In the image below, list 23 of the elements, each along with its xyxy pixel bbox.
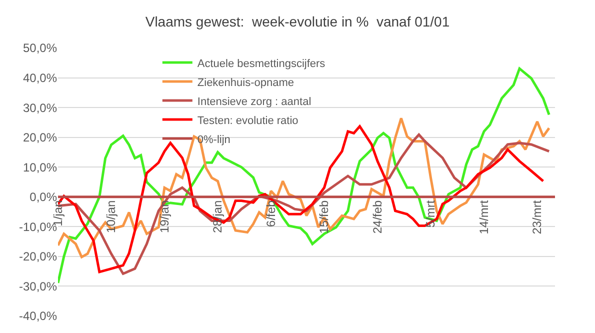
x-tick-label: 24/feb — [370, 200, 384, 234]
x-tick-label: 14/mrt — [476, 200, 491, 234]
x-tick-label: 5/mrt — [424, 200, 438, 228]
x-tick-label: 10/jan — [104, 200, 118, 233]
x-tick-label: 23/mrt — [530, 200, 544, 234]
x-tick-label: 6/feb — [264, 200, 278, 227]
x-tick-label: 19/jan — [157, 200, 172, 233]
legend-label: Testen: evolutie ratio — [197, 114, 298, 127]
legend-label: Ziekenhuis-opname — [197, 76, 294, 89]
y-tick-label: 30,0% — [22, 100, 58, 115]
chart-title: Vlaams gewest: week-evolutie in % vanaf 01/01 — [145, 13, 450, 30]
x-tick-label: 15/feb — [317, 200, 332, 234]
y-tick-label: -20,0% — [18, 250, 58, 264]
y-tick-label: 40,0% — [22, 70, 58, 85]
y-tick-label: -30,0% — [18, 279, 58, 294]
x-tick-label: 28/jan — [210, 200, 225, 233]
y-tick-label: 0,0% — [30, 190, 58, 204]
y-tick-label: 10,0% — [22, 160, 58, 174]
y-tick-label: 20,0% — [22, 130, 58, 145]
y-tick-label: 50,0% — [22, 41, 58, 56]
legend-label: Actuele besmettingscijfers — [197, 58, 326, 70]
legend-label: Intensieve zorg : aantal — [197, 96, 312, 108]
y-tick-label: -40,0% — [18, 309, 58, 324]
